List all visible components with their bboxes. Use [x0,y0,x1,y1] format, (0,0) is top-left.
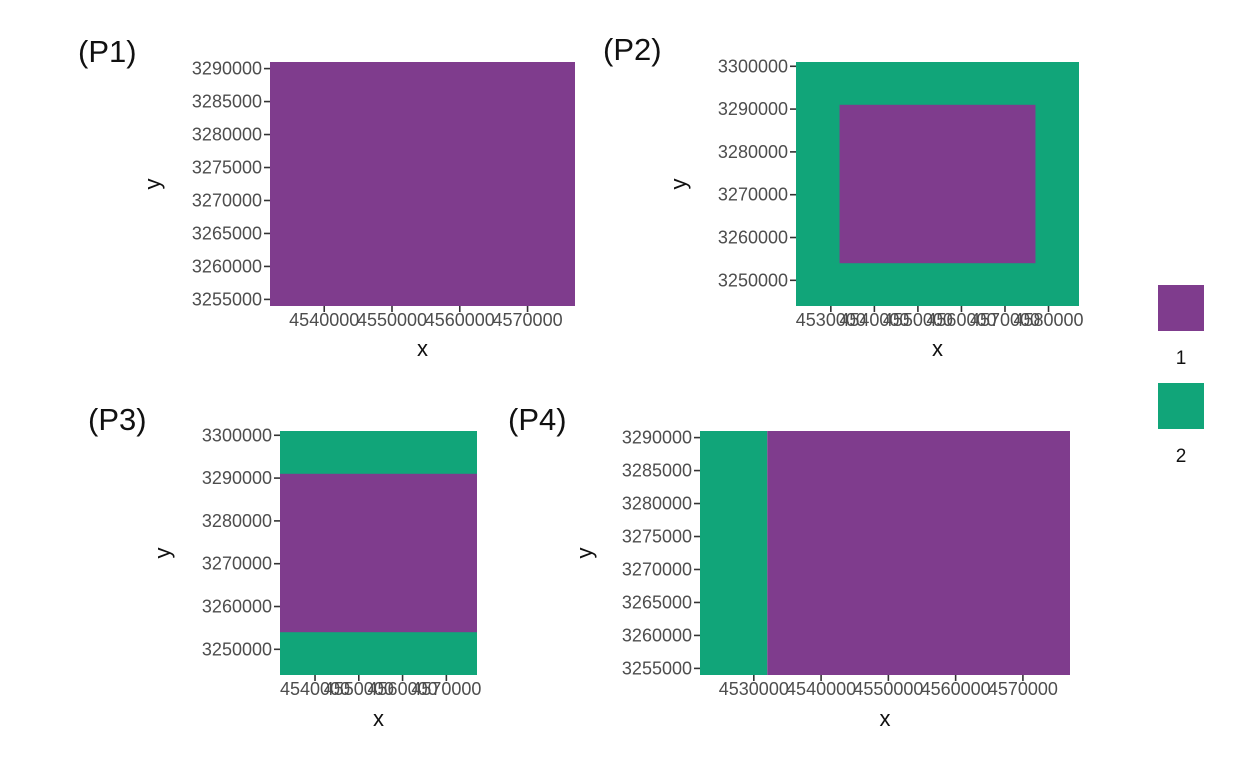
x-tick-label: 4530000 [796,310,866,330]
raster-cell-class-1 [280,473,477,633]
y-tick-label: 3290000 [718,99,788,119]
y-tick-label: 3250000 [718,270,788,290]
panel-p2: (P2) 3250000 3260000 3270000 3280000 3290000 3… [603,32,1084,361]
panel-p4: (P4) 3255000 3260000 3265000 3270000 3275000 3… [508,402,1070,731]
legend-label-1: 1 [1176,348,1187,369]
y-tick-label: 3280000 [202,511,272,531]
panel-tag: (P2) [603,32,662,67]
y-tick-label: 3300000 [718,56,788,76]
y-tick-label: 3280000 [622,494,692,514]
y-tick-label: 3270000 [718,185,788,205]
x-tick-label: 4540000 [839,310,909,330]
y-tick-label: 3275000 [192,158,262,178]
y-tick-label: 3275000 [622,527,692,547]
raster-cell-class-2 [700,431,768,675]
x-tick-label: 4570000 [988,679,1058,699]
x-tick-label: 4530000 [719,679,789,699]
y-tick-label: 3255000 [192,289,262,309]
y-tick-label: 3290000 [192,59,262,79]
x-tick-label: 4560000 [425,310,495,330]
x-axis-title: x [880,706,891,731]
y-tick-label: 3270000 [622,559,692,579]
legend-swatch-1 [1158,285,1204,331]
y-tick-label: 3280000 [192,125,262,145]
panel-tag: (P1) [78,34,137,69]
x-tick-label: 4570000 [970,310,1040,330]
y-tick-label: 3285000 [622,461,692,481]
y-tick-label: 3270000 [202,554,272,574]
y-axis-title: y [666,179,691,190]
x-tick-label: 4570000 [411,679,481,699]
panel-tag: (P3) [88,402,147,437]
x-axis-title: x [932,336,943,361]
x-tick-label: 4570000 [493,310,563,330]
y-tick-label: 3255000 [622,658,692,678]
legend-label-2: 2 [1176,446,1187,467]
legend: 12 [1158,285,1204,467]
legend-swatch-2 [1158,383,1204,429]
raster-cell-class-1 [767,431,1070,675]
y-tick-label: 3260000 [202,597,272,617]
x-tick-label: 4580000 [1013,310,1083,330]
plot-panels: (P1) 3255000 3260000 3265000 3270000 3275000 3… [78,32,1084,731]
x-tick-label: 4560000 [921,679,991,699]
x-tick-label: 4560000 [368,679,438,699]
raster-cell-class-1 [270,62,575,306]
y-tick-label: 3290000 [202,468,272,488]
panel-tag: (P4) [508,402,567,437]
x-tick-label: 4540000 [280,679,350,699]
y-tick-label: 3260000 [622,625,692,645]
x-tick-label: 4550000 [853,679,923,699]
y-tick-label: 3290000 [622,428,692,448]
x-tick-label: 4550000 [883,310,953,330]
y-tick-label: 3300000 [202,425,272,445]
y-axis-title: y [150,548,175,559]
x-tick-label: 4540000 [289,310,359,330]
y-tick-label: 3270000 [192,190,262,210]
y-tick-label: 3260000 [192,256,262,276]
x-tick-label: 4550000 [357,310,427,330]
y-axis-title: y [572,548,597,559]
y-tick-label: 3265000 [622,592,692,612]
x-tick-label: 4540000 [786,679,856,699]
x-tick-label: 4550000 [324,679,394,699]
y-tick-label: 3285000 [192,92,262,112]
panel-p3: (P3) 3250000 3260000 3270000 3280000 3290000 3… [88,402,481,731]
raster-cell-class-1 [839,104,1036,264]
y-tick-label: 3265000 [192,223,262,243]
x-axis-title: x [373,706,384,731]
panel-p1: (P1) 3255000 3260000 3265000 3270000 3275000 3… [78,34,575,361]
x-tick-label: 4560000 [926,310,996,330]
x-axis-title: x [417,336,428,361]
y-tick-label: 3260000 [718,228,788,248]
y-tick-label: 3280000 [718,142,788,162]
y-axis-title: y [140,179,165,190]
y-tick-label: 3250000 [202,639,272,659]
